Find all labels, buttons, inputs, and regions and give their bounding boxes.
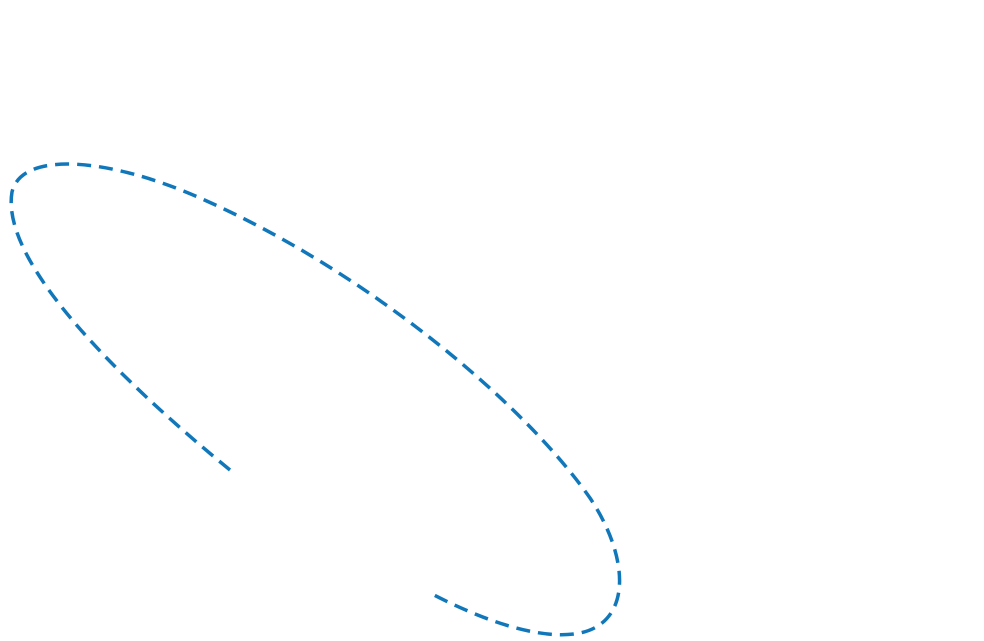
dashed-loop bbox=[9, 162, 622, 637]
